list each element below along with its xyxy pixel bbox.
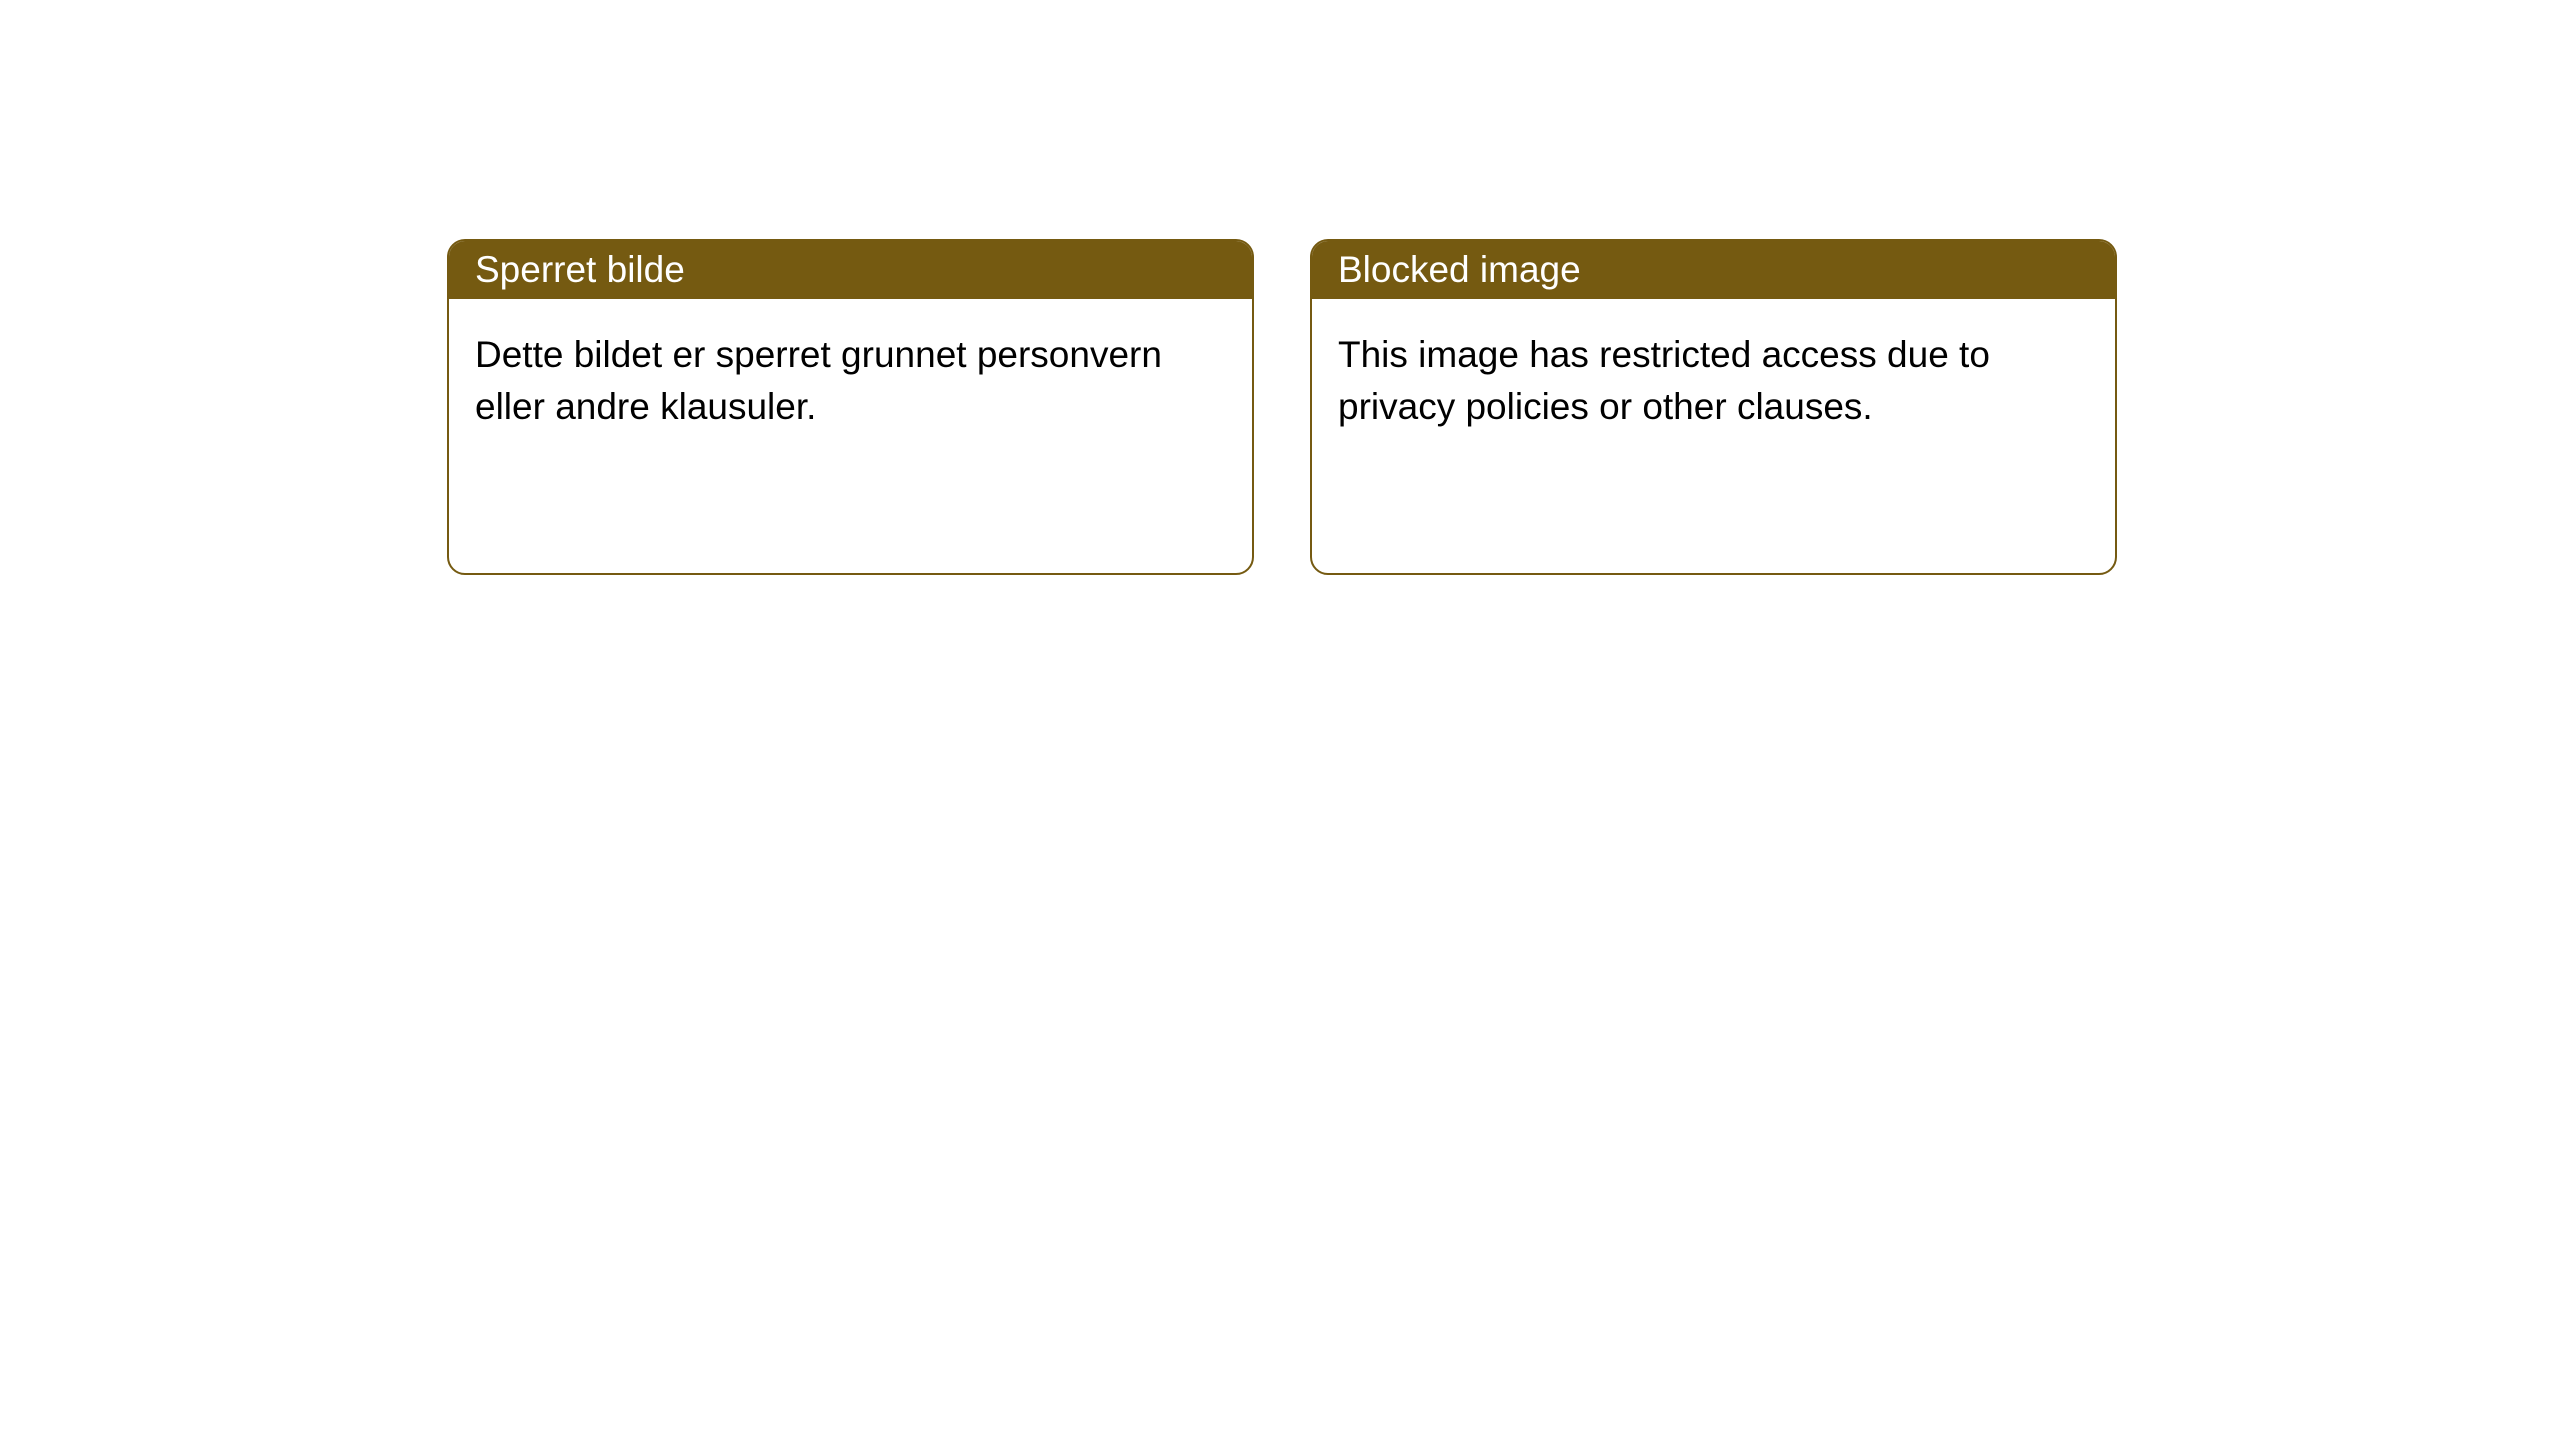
notice-cards-container: Sperret bilde Dette bildet er sperret gr… <box>447 239 2118 575</box>
card-body-text: Dette bildet er sperret grunnet personve… <box>475 334 1162 427</box>
card-body: Dette bildet er sperret grunnet personve… <box>449 299 1252 573</box>
card-title: Sperret bilde <box>475 249 685 291</box>
card-body: This image has restricted access due to … <box>1312 299 2115 573</box>
card-header: Blocked image <box>1312 241 2115 299</box>
card-title: Blocked image <box>1338 249 1581 291</box>
notice-card-english: Blocked image This image has restricted … <box>1310 239 2117 575</box>
card-body-text: This image has restricted access due to … <box>1338 334 1990 427</box>
notice-card-norwegian: Sperret bilde Dette bildet er sperret gr… <box>447 239 1254 575</box>
card-header: Sperret bilde <box>449 241 1252 299</box>
